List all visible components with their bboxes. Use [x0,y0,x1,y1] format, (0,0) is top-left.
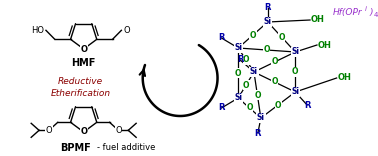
Text: O: O [243,56,249,64]
Text: O: O [123,26,130,35]
Text: O: O [235,68,242,78]
Text: HO: HO [31,26,44,35]
Text: R: R [304,100,310,110]
Text: O: O [263,46,270,54]
Text: Si: Si [264,17,272,27]
Text: O: O [80,127,87,136]
Text: OH: OH [318,41,332,49]
Text: O: O [250,31,256,39]
Text: R: R [218,34,225,42]
Text: O: O [246,103,253,112]
Text: O: O [46,126,52,135]
Text: O: O [271,78,278,86]
Text: R: R [237,56,243,64]
Text: OH: OH [311,15,325,24]
Text: O: O [254,90,261,100]
Text: Si: Si [250,68,258,76]
Text: O: O [80,44,87,54]
Text: Etherification: Etherification [51,90,111,98]
Text: i: i [365,6,367,12]
Text: O: O [115,126,122,135]
Text: 4: 4 [374,12,378,18]
Text: Si: Si [234,93,242,102]
Text: Si: Si [257,114,265,122]
Text: O: O [292,68,299,76]
Text: R: R [218,103,225,112]
Text: O: O [243,80,249,90]
Text: HMF: HMF [71,58,96,68]
Text: O: O [278,32,285,41]
Text: R: R [255,129,261,137]
Text: OH: OH [338,73,352,83]
Text: - fuel additive: - fuel additive [98,144,156,153]
Text: Si: Si [291,47,299,56]
Text: O: O [271,58,278,66]
Text: BPMF: BPMF [60,143,91,153]
Text: O: O [275,100,281,110]
Text: Si: Si [234,44,242,53]
Text: Reductive: Reductive [58,78,103,86]
Text: Si: Si [291,88,299,97]
Text: ): ) [369,7,373,17]
Text: R: R [265,3,271,12]
Text: Hf(OPr: Hf(OPr [333,7,363,17]
